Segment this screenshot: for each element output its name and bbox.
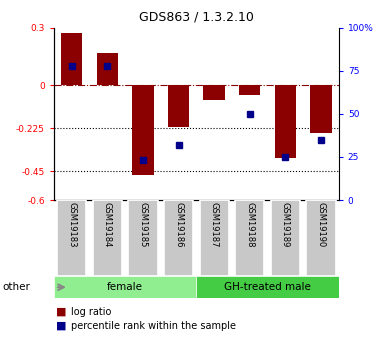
Bar — [128, 200, 157, 276]
Text: GSM19188: GSM19188 — [245, 203, 254, 248]
Text: percentile rank within the sample: percentile rank within the sample — [71, 321, 236, 331]
Bar — [168, 85, 189, 127]
Bar — [239, 85, 260, 95]
Bar — [97, 52, 118, 85]
Bar — [275, 85, 296, 158]
Text: GSM19184: GSM19184 — [103, 203, 112, 248]
Text: ■: ■ — [56, 321, 66, 331]
Text: ■: ■ — [56, 307, 66, 317]
Bar — [132, 85, 154, 175]
Text: GH-treated male: GH-treated male — [224, 282, 311, 292]
Bar — [61, 33, 82, 85]
Text: log ratio: log ratio — [71, 307, 112, 317]
Text: GSM19183: GSM19183 — [67, 203, 76, 248]
Text: female: female — [107, 282, 143, 292]
Bar — [203, 85, 225, 100]
Bar — [54, 276, 196, 298]
Bar — [199, 200, 229, 276]
Bar — [196, 276, 339, 298]
Text: other: other — [2, 282, 30, 292]
Bar — [93, 200, 122, 276]
Bar — [306, 200, 336, 276]
Text: GSM19187: GSM19187 — [210, 203, 219, 248]
Bar — [235, 200, 264, 276]
Title: GDS863 / 1.3.2.10: GDS863 / 1.3.2.10 — [139, 11, 254, 24]
Bar — [164, 200, 193, 276]
Text: GSM19189: GSM19189 — [281, 203, 290, 248]
Bar — [271, 200, 300, 276]
Text: GSM19190: GSM19190 — [316, 203, 325, 248]
Text: GSM19185: GSM19185 — [139, 203, 147, 248]
Bar — [57, 200, 86, 276]
Text: GSM19186: GSM19186 — [174, 203, 183, 248]
Bar — [310, 85, 332, 133]
